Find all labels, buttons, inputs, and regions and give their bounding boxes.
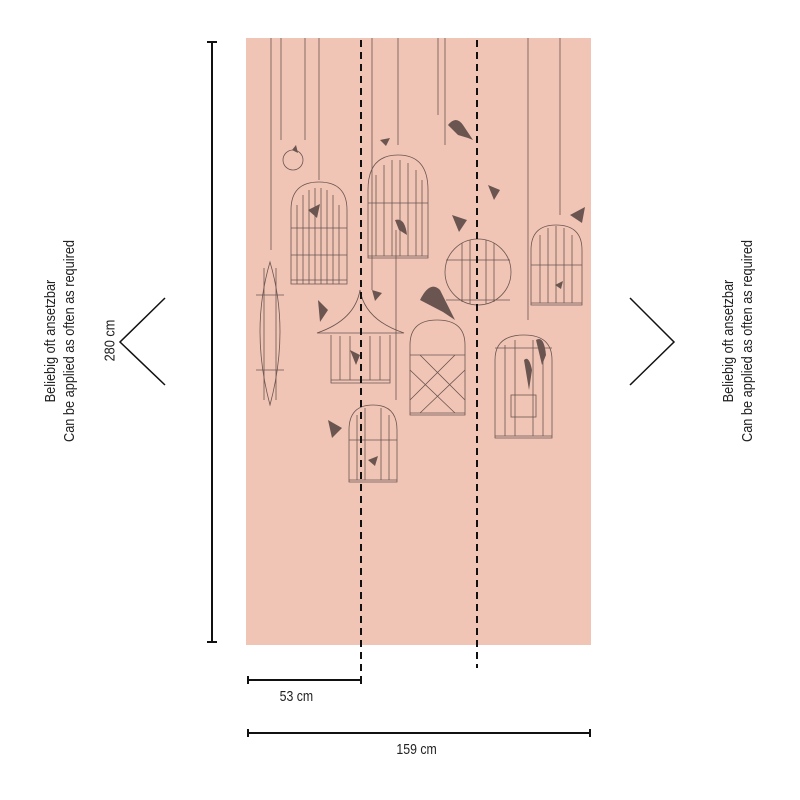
note-right-line2: Can be applied as often as required	[739, 239, 756, 443]
height-dimension-line	[207, 41, 217, 643]
total-width-label: 159 cm	[396, 741, 437, 758]
note-left-line1: Beliebig oft ansetzbar	[42, 279, 59, 403]
panel-width-dimension-line	[247, 676, 362, 684]
height-label-text: 280 cm	[101, 319, 119, 362]
birdcage-artwork	[256, 38, 583, 483]
wallpaper-panel	[246, 38, 591, 645]
note-right-line1: Beliebig oft ansetzbar	[720, 279, 737, 403]
height-label: 280 cm	[101, 231, 120, 451]
note-left: Beliebig oft ansetzbar Can be applied as…	[41, 201, 79, 481]
bird-silhouettes	[292, 120, 585, 466]
note-left-line2: Can be applied as often as required	[61, 239, 78, 443]
note-right: Beliebig oft ansetzbar Can be applied as…	[719, 201, 757, 481]
chevron-right-icon	[629, 297, 676, 386]
chevron-left-icon	[118, 297, 166, 386]
total-width-dimension-line	[247, 729, 591, 737]
panel-width-label: 53 cm	[279, 688, 314, 705]
